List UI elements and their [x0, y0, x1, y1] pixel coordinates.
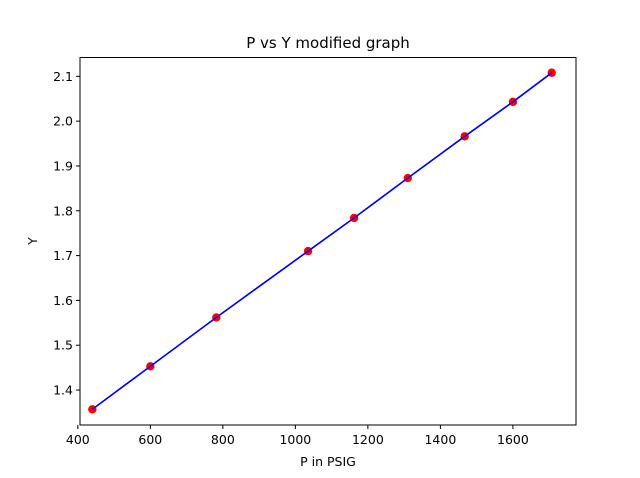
y-tick-label: 1.5	[53, 338, 73, 353]
y-tick-label: 1.8	[53, 203, 73, 218]
y-tick-label: 2.1	[53, 69, 73, 84]
x-tick-label: 400	[66, 432, 90, 447]
plot-area	[88, 68, 556, 414]
y-axis-title: Y	[25, 237, 40, 246]
x-axis-title: P in PSIG	[300, 454, 356, 469]
x-tick-label: 1000	[279, 432, 311, 447]
series-line-overlay	[91, 72, 553, 410]
axes-frame	[79, 57, 577, 426]
y-tick-label: 1.6	[53, 293, 73, 308]
x-axis: 400 600 800 1000 1200 1400 1600	[66, 425, 529, 447]
y-axis: 1.4 1.5 1.6 1.7 1.8 1.9 2.0 2.1	[53, 69, 80, 398]
chart-title: P vs Y modified graph	[246, 34, 410, 52]
x-tick-label: 1600	[497, 432, 529, 447]
y-tick-label: 1.4	[53, 383, 73, 398]
x-tick-label: 800	[211, 432, 235, 447]
x-tick-label: 1200	[352, 432, 384, 447]
x-tick-label: 1400	[424, 432, 456, 447]
x-tick-label: 600	[138, 432, 162, 447]
y-tick-label: 1.7	[53, 248, 73, 263]
y-tick-label: 1.9	[53, 158, 73, 173]
y-tick-label: 2.0	[53, 114, 73, 129]
